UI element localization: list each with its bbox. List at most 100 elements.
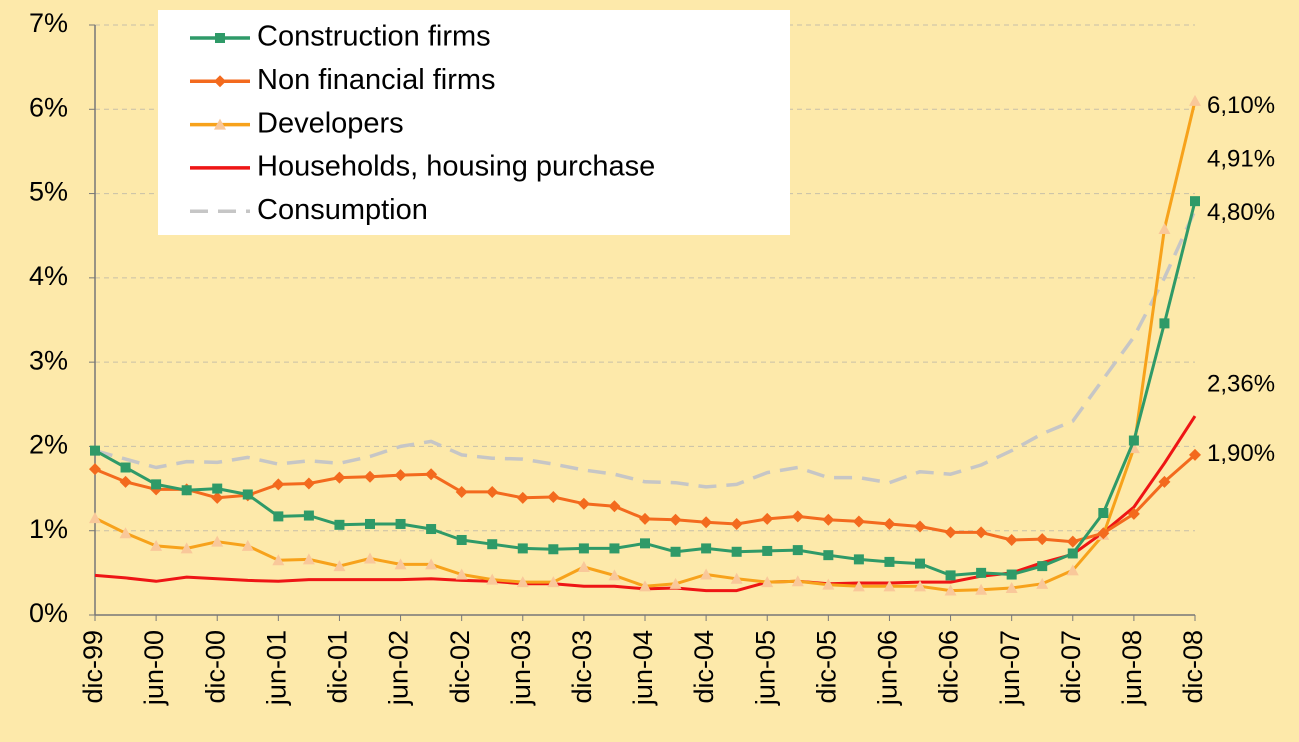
marker: [945, 570, 956, 581]
marker: [242, 489, 253, 500]
legend-box: [158, 10, 790, 235]
marker: [89, 512, 101, 524]
marker: [426, 524, 437, 535]
data-label: 2,36%: [1207, 370, 1275, 397]
marker: [1128, 435, 1139, 446]
marker: [180, 542, 193, 554]
marker: [302, 477, 315, 490]
marker: [1066, 535, 1079, 548]
marker: [639, 512, 651, 525]
marker: [730, 517, 743, 530]
marker: [1036, 533, 1049, 546]
marker: [853, 554, 864, 565]
marker: [914, 580, 926, 592]
marker: [214, 118, 226, 130]
x-tick-label: dic-06: [934, 630, 964, 704]
data-label: 4,91%: [1207, 146, 1275, 173]
x-tick-label: jun-02: [384, 630, 414, 706]
marker: [517, 543, 528, 554]
legend-label: Developers: [257, 107, 404, 139]
marker: [944, 526, 957, 539]
marker: [1006, 569, 1017, 580]
marker: [852, 580, 865, 592]
x-tick-label: dic-00: [200, 630, 230, 704]
legend-label: Non financial firms: [257, 64, 496, 96]
marker: [1066, 564, 1079, 576]
marker: [211, 491, 224, 504]
marker: [89, 463, 101, 476]
x-tick-label: jun-06: [873, 630, 903, 706]
marker: [516, 576, 529, 588]
marker: [883, 517, 896, 530]
marker: [1037, 561, 1048, 572]
marker: [333, 560, 346, 572]
x-tick-label: jun-00: [139, 630, 169, 706]
legend-label: Households, housing purchase: [257, 151, 655, 183]
x-tick-label: jun-01: [261, 630, 291, 706]
marker: [822, 578, 835, 590]
x-tick-label: dic-01: [323, 630, 353, 704]
marker: [791, 575, 804, 587]
marker: [670, 546, 681, 557]
marker: [639, 580, 651, 592]
y-tick-label: 1%: [29, 514, 68, 544]
marker: [1097, 527, 1110, 540]
marker: [212, 483, 223, 494]
y-tick-label: 6%: [29, 92, 68, 122]
marker: [1036, 577, 1049, 589]
marker: [731, 546, 742, 557]
marker: [608, 500, 621, 513]
marker: [272, 478, 285, 491]
marker: [1189, 448, 1201, 461]
x-tick-label: dic-08: [1178, 630, 1208, 704]
x-tick-label: jun-05: [750, 630, 780, 706]
marker: [761, 576, 774, 588]
marker: [822, 513, 835, 526]
marker: [640, 538, 650, 549]
legend-label: Construction firms: [257, 21, 491, 53]
marker: [1190, 196, 1200, 207]
x-tick-label: dic-02: [445, 630, 475, 704]
x-tick-label: jun-03: [506, 630, 536, 706]
marker: [303, 510, 314, 521]
marker: [211, 535, 224, 547]
marker: [701, 543, 712, 554]
marker: [455, 485, 468, 498]
marker: [883, 580, 896, 592]
marker: [976, 567, 987, 578]
marker: [577, 497, 590, 510]
marker: [669, 577, 682, 589]
marker: [915, 558, 925, 569]
marker: [151, 479, 162, 490]
marker: [302, 553, 315, 565]
marker: [394, 558, 407, 570]
marker: [273, 511, 284, 522]
marker: [516, 491, 529, 504]
data-label: 1,90%: [1207, 440, 1275, 467]
marker: [1098, 508, 1109, 519]
x-tick-label: dic-04: [689, 630, 719, 704]
x-tick-label: dic-05: [811, 630, 841, 704]
marker: [944, 584, 957, 596]
x-tick-label: dic-99: [78, 630, 108, 704]
marker: [1158, 222, 1171, 234]
marker: [1158, 475, 1171, 488]
marker: [1189, 94, 1201, 106]
marker: [394, 469, 407, 482]
marker: [119, 527, 132, 539]
marker: [578, 543, 589, 554]
marker: [791, 510, 804, 523]
y-tick-label: 2%: [29, 430, 68, 460]
marker: [884, 556, 895, 567]
marker: [547, 576, 560, 588]
y-tick-label: 3%: [29, 345, 68, 375]
marker: [975, 583, 988, 595]
legend-label: Consumption: [257, 194, 428, 226]
y-tick-label: 4%: [29, 261, 68, 291]
marker: [150, 539, 163, 551]
data-label: 4,80%: [1207, 199, 1275, 226]
marker: [119, 475, 132, 488]
series-line: [94, 209, 1197, 489]
